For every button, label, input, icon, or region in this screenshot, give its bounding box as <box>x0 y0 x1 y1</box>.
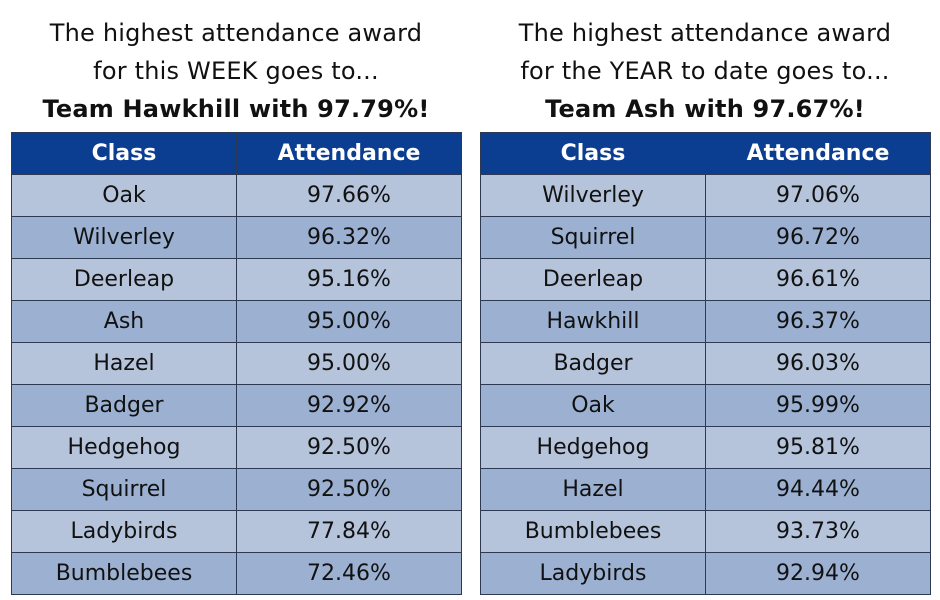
class-cell: Ladybirds <box>11 510 237 553</box>
week-winner: Team Hawkhill with 97.79%! <box>42 95 430 123</box>
attendance-cell: 94.44% <box>705 468 931 511</box>
class-cell: Badger <box>11 384 237 427</box>
table-row: Wilverley 97.06% <box>480 174 931 217</box>
class-cell: Deerleap <box>480 258 706 301</box>
class-cell: Ash <box>11 300 237 343</box>
table-row: Deerleap 96.61% <box>480 258 931 301</box>
attendance-cell: 92.50% <box>236 468 462 511</box>
attendance-cell: 95.81% <box>705 426 931 469</box>
attendance-cell: 92.50% <box>236 426 462 469</box>
attendance-cell: 95.00% <box>236 342 462 385</box>
table-row: Hazel 95.00% <box>11 342 462 385</box>
class-cell: Badger <box>480 342 706 385</box>
table-row: Badger 96.03% <box>480 342 931 385</box>
week-attendance-table: Class Attendance Oak 97.66% Wilverley 96.3… <box>11 132 462 595</box>
class-cell: Wilverley <box>480 174 706 217</box>
table-row: Bumblebees 72.46% <box>11 552 462 595</box>
table-row: Ash 95.00% <box>11 300 462 343</box>
year-winner: Team Ash with 97.67%! <box>545 95 865 123</box>
attendance-cell: 95.00% <box>236 300 462 343</box>
class-cell: Squirrel <box>480 216 706 259</box>
attendance-cell: 72.46% <box>236 552 462 595</box>
table-row: Bumblebees 93.73% <box>480 510 931 553</box>
class-cell: Hawkhill <box>480 300 706 343</box>
class-cell: Ladybirds <box>480 552 706 595</box>
class-cell: Hedgehog <box>480 426 706 469</box>
class-cell: Deerleap <box>11 258 237 301</box>
table-row: Oak 97.66% <box>11 174 462 217</box>
table-row: Hedgehog 92.50% <box>11 426 462 469</box>
attendance-cell: 97.66% <box>236 174 462 217</box>
table-row: Ladybirds 77.84% <box>11 510 462 553</box>
attendance-cell: 96.32% <box>236 216 462 259</box>
table-row: Hawkhill 96.37% <box>480 300 931 343</box>
class-cell: Hazel <box>480 468 706 511</box>
table-row: Hazel 94.44% <box>480 468 931 511</box>
week-award-panel: The highest attendance award for this WE… <box>11 0 462 595</box>
attendance-cell: 96.61% <box>705 258 931 301</box>
attendance-cell: 92.94% <box>705 552 931 595</box>
year-table-header-row: Class Attendance <box>480 132 931 175</box>
class-cell: Wilverley <box>11 216 237 259</box>
year-heading-line-2: for the YEAR to date goes to... <box>520 57 890 85</box>
year-award-heading: The highest attendance award for the YEA… <box>480 0 930 123</box>
table-row: Hedgehog 95.81% <box>480 426 931 469</box>
year-award-panel: The highest attendance award for the YEA… <box>480 0 931 595</box>
attendance-cell: 95.16% <box>236 258 462 301</box>
table-row: Oak 95.99% <box>480 384 931 427</box>
attendance-cell: 77.84% <box>236 510 462 553</box>
week-col-class: Class <box>11 132 237 175</box>
attendance-cell: 96.37% <box>705 300 931 343</box>
week-award-heading: The highest attendance award for this WE… <box>11 0 461 123</box>
attendance-cell: 96.03% <box>705 342 931 385</box>
table-row: Deerleap 95.16% <box>11 258 462 301</box>
attendance-cell: 92.92% <box>236 384 462 427</box>
attendance-cell: 96.72% <box>705 216 931 259</box>
class-cell: Hazel <box>11 342 237 385</box>
table-row: Wilverley 96.32% <box>11 216 462 259</box>
class-cell: Bumblebees <box>11 552 237 595</box>
week-col-attendance: Attendance <box>236 132 462 175</box>
class-cell: Oak <box>11 174 237 217</box>
week-heading-line-1: The highest attendance award <box>49 19 423 47</box>
week-heading-line-2: for this WEEK goes to... <box>93 57 379 85</box>
table-row: Squirrel 96.72% <box>480 216 931 259</box>
class-cell: Hedgehog <box>11 426 237 469</box>
year-col-attendance: Attendance <box>705 132 931 175</box>
attendance-cell: 95.99% <box>705 384 931 427</box>
year-heading-line-1: The highest attendance award <box>518 19 892 47</box>
class-cell: Squirrel <box>11 468 237 511</box>
year-attendance-table: Class Attendance Wilverley 97.06% Squirre… <box>480 132 931 595</box>
attendance-cell: 97.06% <box>705 174 931 217</box>
table-row: Ladybirds 92.94% <box>480 552 931 595</box>
year-col-class: Class <box>480 132 706 175</box>
attendance-cell: 93.73% <box>705 510 931 553</box>
class-cell: Oak <box>480 384 706 427</box>
week-table-header-row: Class Attendance <box>11 132 462 175</box>
class-cell: Bumblebees <box>480 510 706 553</box>
table-row: Badger 92.92% <box>11 384 462 427</box>
table-row: Squirrel 92.50% <box>11 468 462 511</box>
